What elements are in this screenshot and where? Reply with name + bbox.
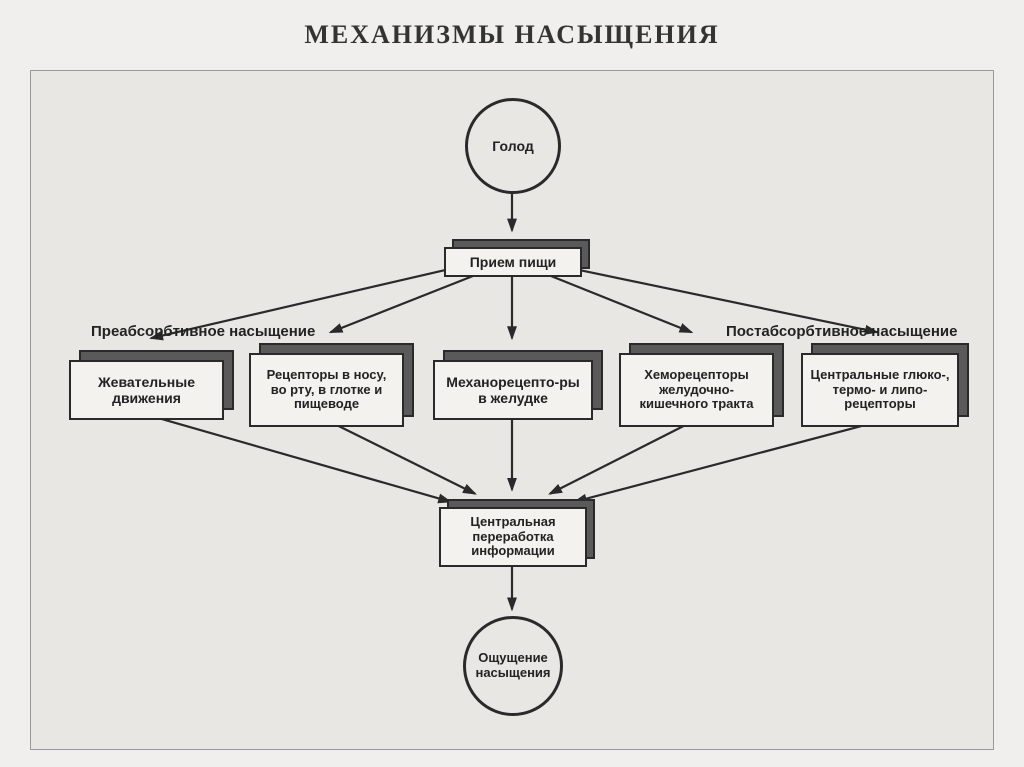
node-label: Центральные глюко-, термо- и липо-рецепт… (809, 368, 951, 413)
diagram-panel: Преабсорбтивное насыщение Постабсорбтивно… (30, 70, 994, 750)
node-b4: Хеморецепторы желудочно-кишечного тракта (619, 343, 784, 427)
node-b3: Механорецепто-ры в желудке (433, 350, 603, 420)
box-front: Жевательные движения (69, 360, 224, 420)
box-front: Хеморецепторы желудочно-кишечного тракта (619, 353, 774, 427)
node-hunger: Голод (465, 98, 561, 194)
node-b5: Центральные глюко-, термо- и липо-рецепт… (801, 343, 969, 427)
edge (542, 272, 692, 332)
edge (550, 422, 692, 494)
node-label: Хеморецепторы желудочно-кишечного тракта (627, 368, 766, 413)
node-intake: Прием пищи (444, 239, 590, 277)
node-label: Механорецепто-ры в желудке (441, 374, 585, 406)
section-label-left: Преабсорбтивное насыщение (91, 323, 315, 340)
node-b2: Рецепторы в носу, во рту, в глотке и пищ… (249, 343, 414, 427)
node-label: Центральная переработка информации (447, 515, 579, 560)
node-label: Голод (492, 138, 533, 154)
node-label: Прием пищи (470, 254, 557, 270)
section-label-right: Постабсорбтивное насыщение (726, 323, 957, 340)
box-front: Центральные глюко-, термо- и липо-рецепт… (801, 353, 959, 427)
edge (331, 422, 476, 494)
node-sensation: Ощущение насыщения (463, 616, 563, 716)
edge (575, 422, 877, 502)
node-label: Рецепторы в носу, во рту, в глотке и пищ… (257, 368, 396, 413)
box-front: Рецепторы в носу, во рту, в глотке и пищ… (249, 353, 404, 427)
box-front: Механорецепто-ры в желудке (433, 360, 593, 420)
page-title: МЕХАНИЗМЫ НАСЫЩЕНИЯ (0, 20, 1024, 50)
node-label: Ощущение насыщения (466, 651, 560, 681)
edge (331, 272, 483, 332)
edge (151, 416, 450, 502)
node-processing: Центральная переработка информации (439, 499, 595, 567)
box-front: Прием пищи (444, 247, 582, 277)
box-front: Центральная переработка информации (439, 507, 587, 567)
node-label: Жевательные движения (77, 374, 216, 406)
node-b1: Жевательные движения (69, 350, 234, 420)
